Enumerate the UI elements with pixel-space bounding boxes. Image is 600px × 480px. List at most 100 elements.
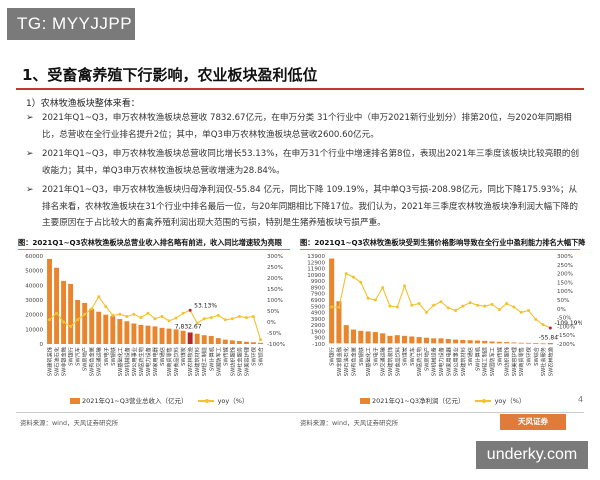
bar [445, 338, 451, 344]
bar [96, 311, 102, 344]
bar [358, 330, 364, 344]
y-tick-label: 3900 [311, 317, 326, 323]
x-tick-label: SW通信 [466, 347, 474, 366]
yoy-point [344, 272, 348, 276]
x-tick-label: SW银行 [328, 347, 336, 366]
yoy-point [195, 321, 199, 325]
x-tick-label: SW美容护理 [510, 346, 518, 376]
yoy-point [475, 303, 479, 307]
x-tick-label: SW传媒 [221, 346, 229, 366]
y2-tick-label: 300% [267, 254, 283, 260]
yoy-point [512, 305, 516, 309]
bar [75, 300, 81, 344]
yoy-point [230, 317, 234, 321]
yoy-point [454, 309, 458, 313]
x-tick-label: SW有色金属 [88, 347, 96, 376]
yoy-point [395, 305, 399, 309]
x-tick-label: SW公用事业 [452, 347, 460, 376]
bar [474, 340, 481, 344]
x-tick-label: SW非银金融 [60, 347, 68, 376]
bar [518, 342, 524, 344]
yoy-point [424, 310, 428, 314]
highlight-bar-label: 7,832.67 [175, 324, 202, 331]
yoy-point [97, 295, 101, 299]
bar [145, 325, 151, 344]
y2-tick-label: -100% [267, 342, 285, 348]
x-tick-label: SW建筑材料 [459, 347, 467, 376]
bar [68, 283, 74, 344]
yoy-point [352, 275, 356, 279]
y-tick-label: 60000 [25, 254, 43, 260]
title-divider [16, 88, 584, 90]
yoy-point [417, 302, 421, 306]
bar [401, 335, 408, 344]
yoy-point [125, 315, 129, 318]
bar [387, 335, 393, 344]
bar-legend-label: 2021年Q1~Q3营业总收入（亿元） [82, 397, 188, 405]
x-tick-label: SW商贸零售 [165, 347, 173, 376]
y-tick-label: 8900 [311, 285, 326, 291]
y2-tick-label: 150% [557, 280, 573, 286]
bar [152, 326, 158, 344]
bar [180, 330, 186, 344]
x-tick-label: SW基础化工 [116, 347, 124, 376]
bullet-item: ➢ 2021年Q1~Q3，申万农林牧渔板块总营收同比增长53.13%，在申万31个… [24, 146, 584, 179]
x-tick-label: SW纺织服饰 [228, 347, 236, 376]
y2-tick-label: 0% [557, 307, 566, 313]
yoy-point [167, 319, 171, 323]
bar [482, 340, 488, 344]
bar [229, 340, 235, 344]
x-tick-label: SW社会服务 [235, 347, 243, 376]
x-tick-label: SW煤炭 [401, 347, 409, 366]
bar [89, 308, 95, 344]
bar [117, 319, 123, 344]
yoy-point [132, 312, 136, 316]
bullet-text: 2021年Q1~Q3，申万农林牧渔板块归母净利润仅-55.84 亿元，同比下降 … [42, 185, 578, 228]
yoy-point [490, 302, 494, 306]
page-number: 4 [578, 395, 584, 404]
yoy-point [174, 316, 178, 320]
bullet-text: 2021年Q1~Q3，申万农林牧渔板块总营收 7832.67亿元，在申万分类 3… [42, 113, 572, 140]
y-tick-label: 1900 [311, 329, 326, 335]
y-tick-label: 2900 [311, 323, 326, 329]
right-chart-legend: 2021年Q1~Q3净利润（亿元） yoy（%） [360, 395, 525, 405]
bar [124, 321, 130, 344]
yoy-point [146, 311, 150, 315]
x-tick-label: SW计算机 [473, 346, 481, 371]
yoy-point [188, 308, 192, 312]
x-tick-label: SW建筑装饰 [386, 347, 394, 376]
y-tick-label: 20000 [25, 313, 43, 319]
highlight-line-label: -109.19% [554, 320, 582, 327]
left-chart-legend: 2021年Q1~Q3营业总收入（亿元） yoy（%） [70, 395, 248, 405]
yoy-point [76, 318, 80, 322]
yoy-point [55, 311, 59, 315]
x-tick-label: SW电力设备 [144, 346, 152, 376]
right-chart-source: 资料来源：wind，天风证券研究所 [300, 419, 399, 427]
x-tick-label: SW环保 [249, 346, 257, 366]
x-tick-label: SW机械设备 [123, 346, 131, 376]
y-tick-label: 11900 [307, 267, 325, 273]
right-chart: -100900190029003900490059006900790089009… [307, 254, 582, 376]
x-tick-label: SW纺织服饰 [503, 347, 511, 376]
y2-tick-label: 50% [557, 298, 569, 304]
yoy-point [548, 326, 552, 330]
bar [525, 342, 532, 344]
x-tick-label: SW计算机 [207, 346, 215, 371]
x-tick-label: SW电力设备 [437, 346, 445, 376]
x-tick-label: SW汽车 [408, 347, 416, 366]
right-chart-title: 图：2021Q1~Q3农林牧渔板块受到生猪价格影响导致在全行业中盈利能力排名大幅… [300, 238, 586, 247]
bar-legend-swatch [360, 398, 370, 404]
y-tick-label: 50000 [25, 269, 43, 275]
yoy-point [410, 303, 414, 307]
x-tick-label: SW农林牧渔 [546, 347, 554, 376]
yoy-point [153, 317, 157, 321]
x-tick-label: SW食品饮料 [393, 347, 401, 376]
bar [431, 338, 437, 344]
slide-title: 1、受畜禽养殖下行影响，农业板块盈利低位 [22, 66, 318, 84]
yoy-point [388, 304, 392, 308]
bullet-text: 2021年Q1~Q3，申万农林牧渔板块总营收同比增长53.13%，在申万31个行… [42, 149, 580, 176]
y-tick-label: 7900 [311, 292, 326, 298]
x-tick-label: SW综合 [532, 346, 540, 366]
bar [243, 341, 249, 344]
y-tick-label: 9900 [311, 279, 326, 285]
